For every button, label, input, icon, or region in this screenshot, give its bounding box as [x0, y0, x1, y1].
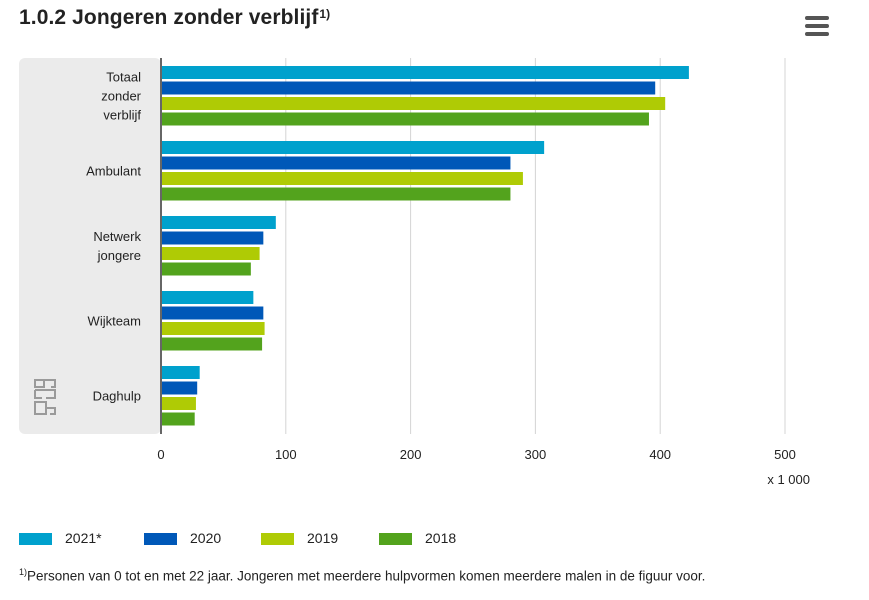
bar[interactable]	[161, 322, 265, 335]
category-panel	[19, 58, 161, 434]
bar[interactable]	[161, 97, 666, 110]
bar[interactable]	[161, 381, 198, 395]
footnote-marker: 1)	[19, 567, 28, 577]
x-tick-label: 300	[525, 447, 547, 462]
legend-swatch	[144, 533, 177, 545]
bar[interactable]	[161, 337, 263, 351]
footnote-text: Personen van 0 tot en met 22 jaar. Jonge…	[27, 568, 706, 584]
bar[interactable]	[161, 216, 276, 229]
category-label: zonder	[101, 88, 141, 103]
x-tick-label: 200	[400, 447, 422, 462]
bar[interactable]	[161, 412, 195, 426]
bar[interactable]	[161, 81, 656, 95]
cbs-logo	[34, 379, 56, 415]
bar[interactable]	[161, 172, 523, 185]
category-label: Daghulp	[93, 388, 141, 403]
bar[interactable]	[161, 366, 200, 379]
chart-title: 1.0.2 Jongeren zonder verblijf1)	[19, 6, 330, 30]
category-label: Ambulant	[86, 163, 141, 178]
legend-swatch	[261, 533, 294, 545]
legend-label: 2020	[190, 530, 222, 546]
chart-title-text: 1.0.2 Jongeren zonder verblijf	[19, 6, 319, 29]
bar[interactable]	[161, 262, 251, 276]
bar[interactable]	[161, 141, 545, 154]
bar[interactable]	[161, 291, 254, 304]
category-label: Wijkteam	[88, 313, 141, 328]
legend-swatch	[379, 533, 412, 545]
bar[interactable]	[161, 66, 689, 79]
x-tick-label: 400	[649, 447, 671, 462]
legend-swatch	[19, 533, 52, 545]
category-label: Netwerk	[93, 229, 141, 244]
x-tick-label: 0	[157, 447, 164, 462]
bar-chart: 0 100 200 300 400 500 Totaal zonder verblijf Amb…	[19, 58, 796, 462]
category-label: jongere	[97, 248, 141, 263]
bar[interactable]	[161, 156, 511, 170]
legend-label: 2018	[425, 530, 457, 546]
bar[interactable]	[161, 247, 260, 260]
hamburger-menu-icon[interactable]	[805, 16, 829, 36]
bar[interactable]	[161, 187, 511, 201]
x-axis-unit-label: x 1 000	[767, 472, 810, 487]
bar[interactable]	[161, 397, 196, 410]
category-label: Totaal	[106, 69, 141, 84]
bar[interactable]	[161, 306, 264, 320]
category-label: verblijf	[103, 107, 141, 122]
x-tick-label: 100	[275, 447, 297, 462]
footnote: 1)Personen van 0 tot en met 22 jaar. Jon…	[19, 567, 705, 584]
title-footnote-marker: 1)	[319, 6, 331, 21]
legend-label: 2021*	[65, 530, 102, 546]
bar[interactable]	[161, 231, 264, 245]
bar[interactable]	[161, 112, 649, 126]
legend-label: 2019	[307, 530, 339, 546]
x-tick-label: 500	[774, 447, 796, 462]
